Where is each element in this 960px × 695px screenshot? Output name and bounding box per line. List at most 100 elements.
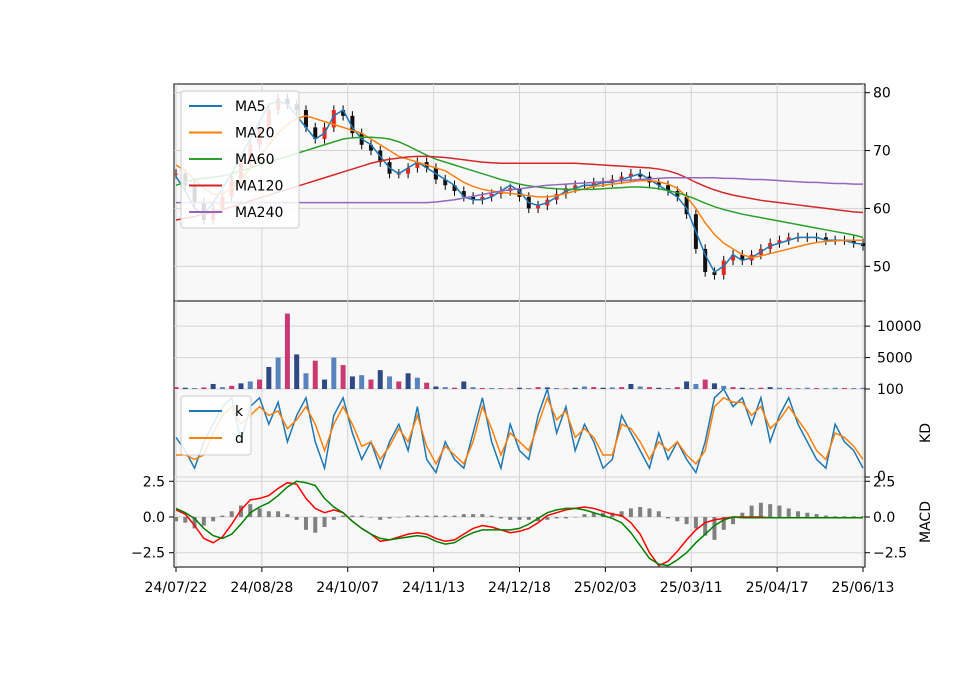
x-tick-label: 25/06/13 bbox=[832, 580, 895, 596]
volume-bar bbox=[609, 387, 615, 389]
candle-body bbox=[656, 182, 661, 186]
volume-bar bbox=[201, 387, 207, 389]
macd-hist-bar bbox=[628, 508, 633, 517]
candle-body bbox=[471, 196, 476, 200]
volume-bar bbox=[702, 379, 708, 389]
volume-bar bbox=[452, 387, 458, 389]
candle-body bbox=[331, 110, 336, 128]
legend-label: d bbox=[235, 431, 244, 447]
volume-bar bbox=[247, 381, 253, 389]
macd-hist-bar bbox=[833, 516, 838, 517]
macd-hist-bar bbox=[861, 516, 865, 517]
x-tick-label: 24/12/18 bbox=[488, 580, 551, 596]
volume-bar bbox=[665, 388, 671, 389]
legend-label: MA240 bbox=[235, 205, 283, 221]
candle-body bbox=[786, 237, 791, 241]
volume-bar bbox=[294, 354, 300, 389]
candle-body bbox=[731, 254, 736, 261]
macd-hist-bar bbox=[591, 512, 596, 517]
macd-hist-bar bbox=[415, 515, 420, 517]
volume-bar bbox=[173, 387, 179, 389]
candle-body bbox=[684, 196, 689, 215]
volume-bar bbox=[424, 382, 430, 389]
volume-bar bbox=[711, 383, 717, 389]
volume-bar bbox=[786, 388, 792, 389]
volume-bar bbox=[776, 387, 782, 389]
macd-hist-bar bbox=[350, 515, 355, 517]
candle-body bbox=[517, 188, 522, 197]
macd-hist-bar bbox=[378, 517, 383, 520]
macd-hist-bar bbox=[303, 517, 308, 530]
x-tick-label: 25/02/03 bbox=[574, 580, 637, 596]
legend-label: MA60 bbox=[235, 152, 274, 168]
macd-hist-bar bbox=[368, 517, 373, 518]
candle-body bbox=[619, 176, 624, 180]
volume-bar bbox=[674, 387, 680, 389]
volume-bar bbox=[507, 388, 513, 389]
macd-hist-bar bbox=[220, 515, 225, 517]
macd-hist-bar bbox=[201, 517, 206, 526]
macd-hist-bar bbox=[508, 517, 513, 520]
volume-bar bbox=[591, 387, 597, 389]
volume-bar bbox=[312, 360, 318, 389]
macd-hist-bar bbox=[443, 515, 448, 517]
y-tick-label: 50 bbox=[873, 259, 891, 275]
candle-body bbox=[721, 260, 726, 275]
volume-bar bbox=[322, 379, 328, 389]
legend-label: k bbox=[235, 404, 244, 420]
y-tick-label: 0 bbox=[877, 469, 886, 485]
macd-hist-bar bbox=[452, 515, 457, 517]
macd-hist-bar bbox=[174, 517, 178, 522]
macd-hist-bar bbox=[554, 517, 559, 519]
macd-hist-bar bbox=[777, 505, 782, 517]
volume-bar bbox=[535, 387, 541, 389]
volume-bar bbox=[359, 375, 365, 389]
y-tick-label: 100 bbox=[877, 382, 904, 398]
volume-bar bbox=[637, 386, 643, 389]
candle-body bbox=[303, 110, 308, 128]
macd-hist-bar bbox=[740, 512, 745, 517]
volume-bar bbox=[721, 385, 727, 389]
volume-bars bbox=[173, 313, 866, 389]
volume-bar bbox=[526, 388, 532, 389]
macd-hist-bar bbox=[211, 517, 216, 522]
macd-hist-bar bbox=[331, 517, 336, 520]
y-tick-label: 10000 bbox=[877, 319, 922, 335]
macd-hist-bar bbox=[721, 517, 726, 530]
macd-hist-bar bbox=[647, 508, 652, 517]
volume-bar bbox=[219, 387, 225, 389]
volume-bar bbox=[572, 387, 578, 389]
volume-bar bbox=[517, 387, 522, 389]
macd-hist-bar bbox=[433, 515, 438, 517]
volume-bar bbox=[229, 385, 235, 389]
macd-hist-bar bbox=[684, 517, 689, 525]
x-tick-label: 25/03/11 bbox=[660, 580, 723, 596]
volume-bar bbox=[646, 387, 652, 389]
volume-bar bbox=[749, 388, 755, 389]
volume-bar bbox=[739, 387, 745, 389]
macd-hist-bar bbox=[749, 505, 754, 517]
volume-bar bbox=[414, 377, 420, 389]
candle-body bbox=[638, 173, 643, 177]
volume-bar bbox=[266, 367, 272, 389]
volume-bar bbox=[814, 388, 820, 389]
volume-bar bbox=[470, 387, 476, 389]
volume-bar bbox=[182, 387, 188, 389]
volume-bar bbox=[489, 388, 495, 389]
candle-body bbox=[666, 185, 671, 192]
candle-body bbox=[350, 115, 355, 134]
macd-hist-bar bbox=[638, 507, 643, 517]
volume-bar bbox=[461, 381, 467, 389]
y-tick-label: 60 bbox=[873, 201, 891, 217]
macd-hist-bar bbox=[666, 517, 671, 519]
volume-bar bbox=[684, 381, 690, 389]
volume-bar bbox=[377, 370, 383, 389]
candle-body bbox=[740, 254, 745, 261]
y-tick-label-right: 2.5 bbox=[873, 474, 895, 490]
volume-bar bbox=[498, 388, 504, 389]
candle-body bbox=[443, 179, 448, 186]
volume-bar bbox=[804, 387, 810, 389]
candle-body bbox=[823, 237, 828, 241]
